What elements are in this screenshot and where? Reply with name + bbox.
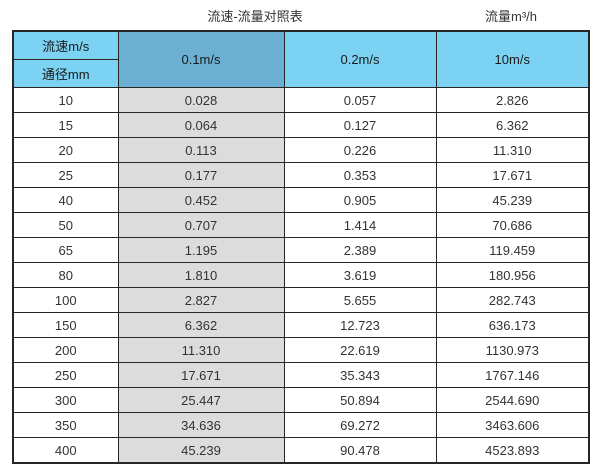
table-row: 200 11.310 22.619 1130.973 bbox=[12, 337, 590, 363]
table-row: 50 0.707 1.414 70.686 bbox=[12, 212, 590, 238]
corner-diameter-label: 通径mm bbox=[12, 59, 119, 88]
table-row: 100 2.827 5.655 282.743 bbox=[12, 287, 590, 313]
value-cell: 1.195 bbox=[117, 237, 285, 263]
value-cell: 25.447 bbox=[117, 387, 285, 413]
value-cell: 2.389 bbox=[283, 237, 437, 263]
diameter-cell: 80 bbox=[12, 262, 119, 288]
diameter-cell: 150 bbox=[12, 312, 119, 338]
table-row: 20 0.113 0.226 11.310 bbox=[12, 137, 590, 163]
value-cell: 0.057 bbox=[283, 87, 437, 113]
value-cell: 0.127 bbox=[283, 112, 437, 138]
table-row: 300 25.447 50.894 2544.690 bbox=[12, 387, 590, 413]
value-cell: 1.414 bbox=[283, 212, 437, 238]
diameter-cell: 20 bbox=[12, 137, 119, 163]
value-cell: 2544.690 bbox=[435, 387, 590, 413]
value-cell: 282.743 bbox=[435, 287, 590, 313]
value-cell: 6.362 bbox=[117, 312, 285, 338]
value-cell: 17.671 bbox=[435, 162, 590, 188]
diameter-cell: 250 bbox=[12, 362, 119, 388]
header-row-top: 流速m/s 0.1m/s 0.2m/s 10m/s bbox=[12, 30, 590, 88]
value-cell: 0.707 bbox=[117, 212, 285, 238]
diameter-cell: 350 bbox=[12, 412, 119, 438]
value-cell: 69.272 bbox=[283, 412, 437, 438]
value-cell: 45.239 bbox=[117, 437, 285, 464]
value-cell: 0.064 bbox=[117, 112, 285, 138]
value-cell: 11.310 bbox=[117, 337, 285, 363]
value-cell: 0.452 bbox=[117, 187, 285, 213]
diameter-cell: 40 bbox=[12, 187, 119, 213]
column-header-0-1ms: 0.1m/s bbox=[117, 30, 285, 88]
value-cell: 3.619 bbox=[283, 262, 437, 288]
diameter-cell: 300 bbox=[12, 387, 119, 413]
diameter-cell: 100 bbox=[12, 287, 119, 313]
column-header-0-2ms: 0.2m/s bbox=[283, 30, 437, 88]
diameter-cell: 10 bbox=[12, 87, 119, 113]
table-row: 400 45.239 90.478 4523.893 bbox=[12, 437, 590, 464]
table-row: 250 17.671 35.343 1767.146 bbox=[12, 362, 590, 388]
diameter-cell: 25 bbox=[12, 162, 119, 188]
table-row: 150 6.362 12.723 636.173 bbox=[12, 312, 590, 338]
diameter-cell: 65 bbox=[12, 237, 119, 263]
page-header: 流速-流量对照表 流量m³/h bbox=[0, 0, 600, 30]
value-cell: 0.113 bbox=[117, 137, 285, 163]
value-cell: 4523.893 bbox=[435, 437, 590, 464]
diameter-cell: 200 bbox=[12, 337, 119, 363]
value-cell: 50.894 bbox=[283, 387, 437, 413]
table-row: 40 0.452 0.905 45.239 bbox=[12, 187, 590, 213]
diameter-cell: 50 bbox=[12, 212, 119, 238]
value-cell: 45.239 bbox=[435, 187, 590, 213]
value-cell: 35.343 bbox=[283, 362, 437, 388]
value-cell: 1.810 bbox=[117, 262, 285, 288]
corner-velocity-label: 流速m/s bbox=[12, 30, 119, 60]
table-title: 流速-流量对照表 bbox=[207, 9, 303, 24]
value-cell: 1767.146 bbox=[435, 362, 590, 388]
value-cell: 0.905 bbox=[283, 187, 437, 213]
value-cell: 0.177 bbox=[117, 162, 285, 188]
table-row: 25 0.177 0.353 17.671 bbox=[12, 162, 590, 188]
value-cell: 3463.606 bbox=[435, 412, 590, 438]
flow-rate-table: 流速m/s 0.1m/s 0.2m/s 10m/s 通径mm 10 0.028 … bbox=[12, 30, 590, 464]
value-cell: 180.956 bbox=[435, 262, 590, 288]
value-cell: 0.226 bbox=[283, 137, 437, 163]
value-cell: 22.619 bbox=[283, 337, 437, 363]
diameter-cell: 400 bbox=[12, 437, 119, 464]
value-cell: 5.655 bbox=[283, 287, 437, 313]
value-cell: 70.686 bbox=[435, 212, 590, 238]
value-cell: 0.353 bbox=[283, 162, 437, 188]
column-header-10ms: 10m/s bbox=[435, 30, 590, 88]
value-cell: 6.362 bbox=[435, 112, 590, 138]
table-row: 350 34.636 69.272 3463.606 bbox=[12, 412, 590, 438]
value-cell: 636.173 bbox=[435, 312, 590, 338]
value-cell: 34.636 bbox=[117, 412, 285, 438]
diameter-cell: 15 bbox=[12, 112, 119, 138]
value-cell: 11.310 bbox=[435, 137, 590, 163]
table-row: 15 0.064 0.127 6.362 bbox=[12, 112, 590, 138]
table-row: 10 0.028 0.057 2.826 bbox=[12, 87, 590, 113]
value-cell: 17.671 bbox=[117, 362, 285, 388]
value-cell: 119.459 bbox=[435, 237, 590, 263]
flow-unit-label: 流量m³/h bbox=[484, 9, 537, 24]
value-cell: 2.827 bbox=[117, 287, 285, 313]
value-cell: 1130.973 bbox=[435, 337, 590, 363]
table-row: 80 1.810 3.619 180.956 bbox=[12, 262, 590, 288]
table-row: 65 1.195 2.389 119.459 bbox=[12, 237, 590, 263]
value-cell: 0.028 bbox=[117, 87, 285, 113]
value-cell: 2.826 bbox=[435, 87, 590, 113]
value-cell: 90.478 bbox=[283, 437, 437, 464]
value-cell: 12.723 bbox=[283, 312, 437, 338]
